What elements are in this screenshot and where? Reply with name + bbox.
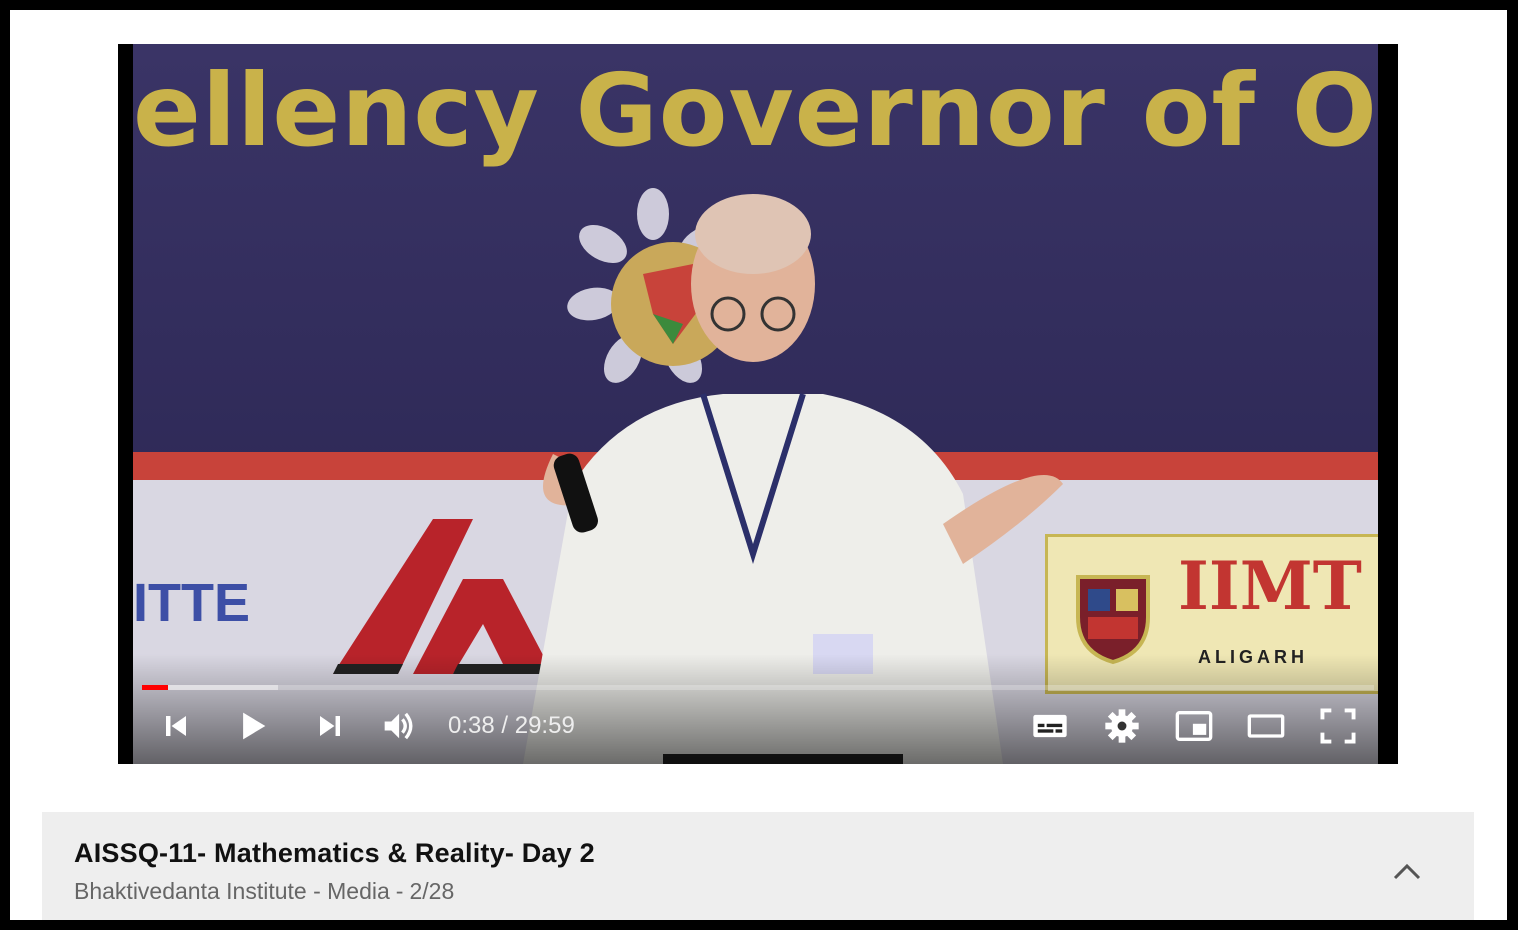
play-button[interactable] <box>230 704 274 748</box>
subtitles-icon <box>1033 714 1067 738</box>
fullscreen-button[interactable] <box>1316 704 1360 748</box>
chevron-up-icon <box>1393 863 1421 880</box>
theater-mode-button[interactable] <box>1244 704 1288 748</box>
current-time: 0:38 <box>448 712 495 739</box>
next-icon <box>320 716 340 736</box>
video-player[interactable]: ellency Governor of Od ITTE <box>118 44 1398 764</box>
next-button[interactable] <box>308 704 352 748</box>
meta-separator: - <box>395 878 404 904</box>
miniplayer-button[interactable] <box>1172 704 1216 748</box>
theater-mode-icon <box>1247 714 1285 738</box>
play-icon <box>243 712 266 740</box>
collapse-playlist-button[interactable] <box>1382 852 1432 892</box>
time-separator: / <box>494 712 515 739</box>
time-display: 0:38 / 29:59 <box>448 712 575 740</box>
playlist-meta: Bhaktivedanta Institute - Media -2/28 <box>74 878 460 905</box>
played-bar <box>142 685 168 690</box>
settings-button[interactable] <box>1100 704 1144 748</box>
subtitles-button[interactable] <box>1028 704 1072 748</box>
controls-overlay <box>118 654 1398 764</box>
sponsor-logo-left: ITTE <box>133 573 250 633</box>
fullscreen-icon <box>1320 708 1356 744</box>
duration: 29:59 <box>514 712 575 739</box>
previous-button[interactable] <box>154 704 198 748</box>
banner-text: ellency Governor of Od <box>133 52 1378 169</box>
playlist-position: 2/28 <box>409 878 455 904</box>
settings-gear-icon <box>1105 709 1139 743</box>
miniplayer-icon <box>1175 711 1213 741</box>
channel-name[interactable]: Bhaktivedanta Institute - Media <box>74 878 390 904</box>
crest-icon <box>1076 575 1150 665</box>
mute-button[interactable] <box>376 704 420 748</box>
playlist-header[interactable]: AISSQ-11- Mathematics & Reality- Day 2 B… <box>42 812 1474 920</box>
volume-icon <box>384 712 413 740</box>
sponsor-right-name: IIMT <box>1178 547 1362 625</box>
page: ellency Governor of Od ITTE <box>10 10 1507 920</box>
progress-bar[interactable] <box>142 685 1374 690</box>
playlist-video-title[interactable]: AISSQ-11- Mathematics & Reality- Day 2 <box>74 838 595 868</box>
previous-icon <box>166 716 186 736</box>
buffered-bar <box>142 685 278 690</box>
